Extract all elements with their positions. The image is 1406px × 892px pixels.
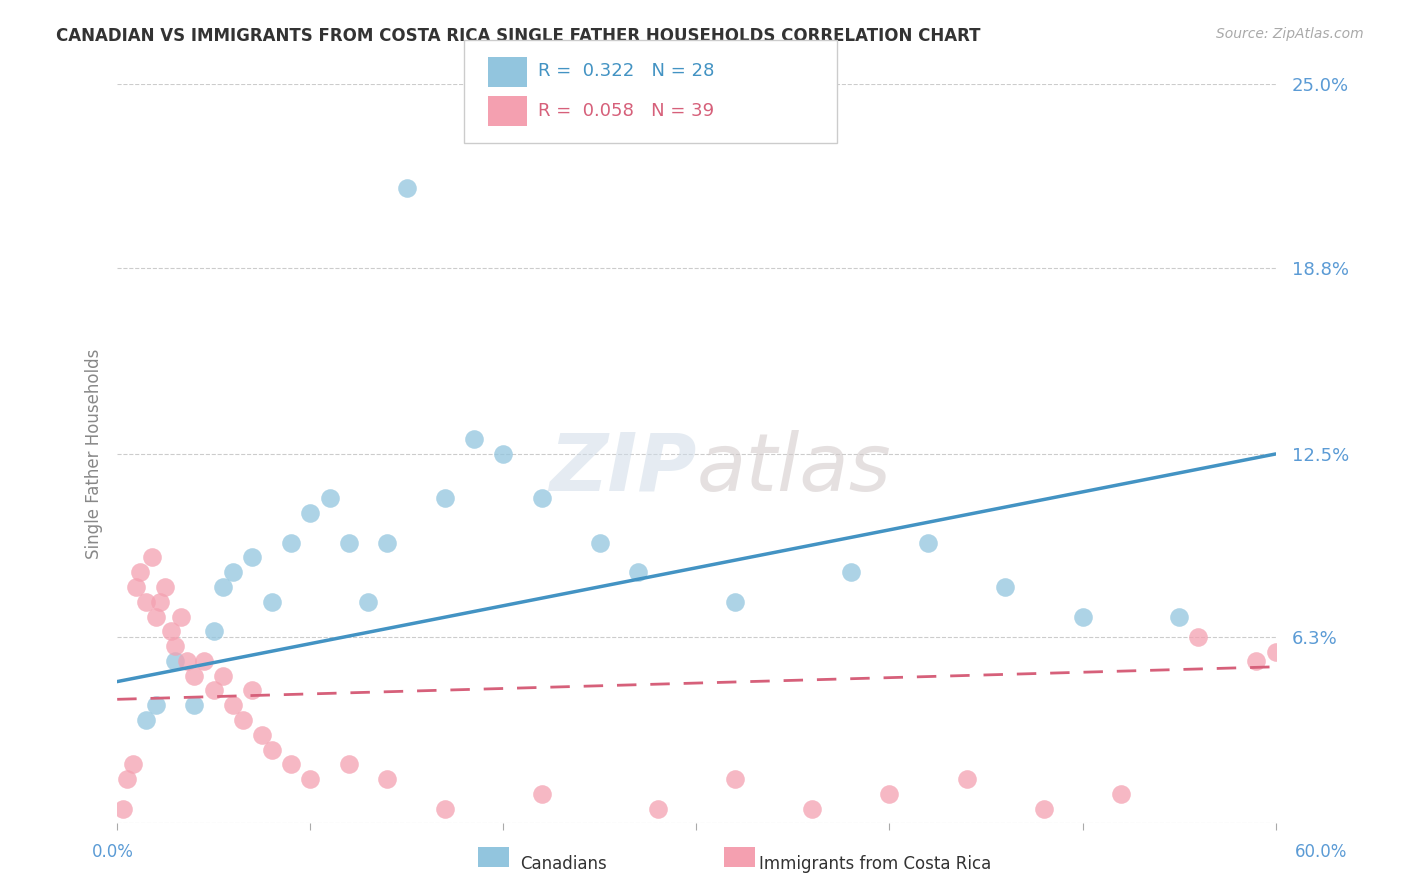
Point bbox=[377, 772, 399, 786]
Point bbox=[280, 757, 302, 772]
Text: R =  0.058   N = 39: R = 0.058 N = 39 bbox=[538, 102, 714, 120]
Point bbox=[627, 565, 650, 579]
Point bbox=[434, 802, 457, 816]
Point bbox=[111, 802, 134, 816]
Point bbox=[839, 565, 862, 579]
Text: atlas: atlas bbox=[696, 430, 891, 508]
Point bbox=[240, 683, 263, 698]
Point bbox=[202, 683, 225, 698]
Point bbox=[1168, 609, 1191, 624]
Point bbox=[318, 491, 340, 506]
Point bbox=[145, 698, 167, 713]
Point bbox=[176, 654, 198, 668]
Point bbox=[280, 535, 302, 549]
Point bbox=[135, 713, 157, 727]
Text: Source: ZipAtlas.com: Source: ZipAtlas.com bbox=[1216, 27, 1364, 41]
Point bbox=[530, 787, 553, 801]
Point bbox=[183, 668, 205, 682]
Y-axis label: Single Father Households: Single Father Households bbox=[86, 349, 103, 559]
Point bbox=[357, 595, 380, 609]
Point bbox=[724, 595, 747, 609]
Point bbox=[149, 595, 172, 609]
Point bbox=[222, 698, 245, 713]
Point bbox=[377, 535, 399, 549]
Point bbox=[395, 181, 418, 195]
Point bbox=[155, 580, 177, 594]
Point bbox=[202, 624, 225, 639]
Point bbox=[135, 595, 157, 609]
Point bbox=[1071, 609, 1094, 624]
Point bbox=[165, 639, 187, 653]
Point bbox=[724, 772, 747, 786]
Point bbox=[260, 742, 283, 756]
Point bbox=[141, 550, 163, 565]
Point bbox=[183, 698, 205, 713]
Point bbox=[801, 802, 824, 816]
Text: Canadians: Canadians bbox=[520, 855, 607, 872]
Point bbox=[121, 757, 143, 772]
Point bbox=[1246, 654, 1268, 668]
Point bbox=[193, 654, 215, 668]
Text: 60.0%: 60.0% bbox=[1295, 843, 1347, 861]
Point bbox=[232, 713, 254, 727]
Point bbox=[589, 535, 612, 549]
Point bbox=[337, 535, 360, 549]
Point bbox=[250, 728, 273, 742]
Text: Immigrants from Costa Rica: Immigrants from Costa Rica bbox=[759, 855, 991, 872]
Point bbox=[260, 595, 283, 609]
Point bbox=[115, 772, 138, 786]
Point bbox=[299, 772, 322, 786]
Point bbox=[917, 535, 939, 549]
Point bbox=[165, 654, 187, 668]
Text: CANADIAN VS IMMIGRANTS FROM COSTA RICA SINGLE FATHER HOUSEHOLDS CORRELATION CHAR: CANADIAN VS IMMIGRANTS FROM COSTA RICA S… bbox=[56, 27, 981, 45]
Point bbox=[434, 491, 457, 506]
Point bbox=[170, 609, 193, 624]
Point bbox=[463, 432, 485, 446]
Point bbox=[160, 624, 183, 639]
Point bbox=[1109, 787, 1132, 801]
Point bbox=[956, 772, 979, 786]
Point bbox=[994, 580, 1017, 594]
Point bbox=[212, 668, 235, 682]
Point bbox=[1264, 645, 1286, 659]
Point bbox=[125, 580, 148, 594]
Point bbox=[212, 580, 235, 594]
Point bbox=[1032, 802, 1054, 816]
Point bbox=[879, 787, 901, 801]
Text: ZIP: ZIP bbox=[548, 430, 696, 508]
Point bbox=[299, 506, 322, 520]
Point bbox=[1187, 630, 1209, 644]
Point bbox=[145, 609, 167, 624]
Point bbox=[240, 550, 263, 565]
Text: 0.0%: 0.0% bbox=[91, 843, 134, 861]
Point bbox=[222, 565, 245, 579]
Point bbox=[530, 491, 553, 506]
Point bbox=[337, 757, 360, 772]
Point bbox=[129, 565, 152, 579]
Point bbox=[647, 802, 669, 816]
Text: R =  0.322   N = 28: R = 0.322 N = 28 bbox=[538, 62, 714, 80]
Point bbox=[492, 447, 515, 461]
